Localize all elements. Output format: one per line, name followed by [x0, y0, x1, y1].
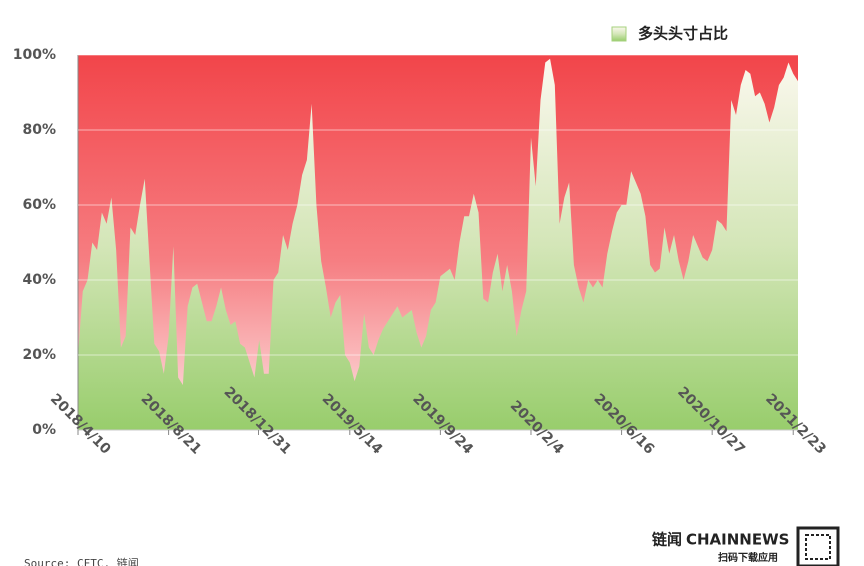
brand-slogan: 扫码下载应用 [718, 551, 778, 564]
legend-swatch [611, 26, 627, 42]
y-tick-label: 0% [32, 422, 56, 438]
legend-label: 多头头寸占比 [638, 25, 728, 43]
qr-code-pattern [805, 534, 831, 560]
plot-layer [78, 58, 798, 430]
y-tick-label: 60% [22, 197, 56, 213]
source: Source: CFTC, 链闻 [24, 556, 139, 566]
y-tick-label: 100% [13, 47, 56, 63]
brand-logo: CHAINNEWS [686, 531, 789, 549]
brand-name: 链闻 [652, 531, 682, 549]
qr-code [796, 526, 840, 566]
y-tick-label: 80% [22, 122, 56, 138]
y-tick-label: 40% [22, 272, 56, 288]
area [78, 58, 798, 430]
y-tick-label: 20% [22, 347, 56, 363]
